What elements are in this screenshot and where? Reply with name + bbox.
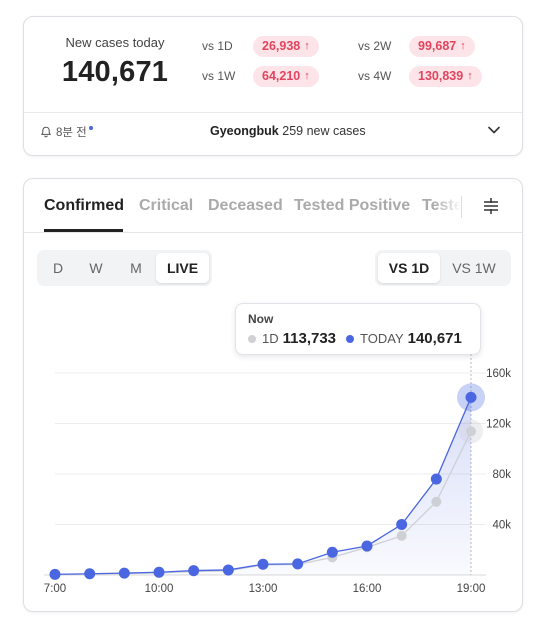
divider [24, 112, 522, 113]
chart-card: Confirmed Critical Deceased Tested Posit… [23, 178, 523, 612]
increase-value: 64,210 [262, 69, 301, 83]
compare-selector: VS 1D VS 1W [375, 250, 511, 286]
comparison-vs-4w: vs 4W 130,839 ↑ [358, 65, 482, 87]
legend-dot-previous [248, 334, 256, 343]
region-cases: 259 new cases [278, 124, 366, 138]
new-indicator-dot [88, 126, 93, 130]
compare-button-vs-1w[interactable]: VS 1W [452, 260, 496, 276]
arrow-up-icon: ↑ [460, 40, 466, 52]
tooltip-today-value: 140,671 [407, 330, 462, 347]
region-alert[interactable]: Gyeongbuk 259 new cases [210, 124, 366, 138]
increase-badge: 99,687 ↑ [409, 35, 475, 57]
comparison-label: vs 1D [202, 39, 233, 53]
metric-tabs: Confirmed Critical Deceased Tested Posit… [24, 179, 522, 233]
chart-tooltip: Now 1D 113,733 TODAY 140,671 [235, 303, 481, 355]
time-ago: 8분 전 [56, 127, 87, 139]
summary-card: New cases today 140,671 vs 1D 26,938 ↑ v… [23, 16, 523, 156]
tab-separator [461, 196, 462, 218]
tooltip-prev-label: 1D [262, 331, 279, 346]
tooltip-values: 1D 113,733 TODAY 140,671 [248, 330, 462, 347]
increase-badge: 64,210 ↑ [253, 65, 319, 87]
legend-dot-today [346, 334, 355, 343]
tab-confirmed[interactable]: Confirmed [44, 197, 124, 214]
arrow-up-icon: ↑ [467, 70, 473, 82]
range-button-w[interactable]: W [89, 260, 103, 276]
tab-critical[interactable]: Critical [139, 197, 194, 214]
today-label: New cases today [65, 35, 165, 50]
tab-tested-positive[interactable]: Tested Positive [294, 197, 411, 214]
increase-value: 26,938 [262, 39, 301, 53]
today-value: 140,671 [61, 56, 169, 88]
increase-value: 130,839 [418, 69, 464, 83]
tooltip-title: Now [248, 312, 274, 326]
arrow-up-icon: ↑ [304, 70, 310, 82]
range-button-m[interactable]: M [130, 260, 142, 276]
notification-time: 8분 전 [40, 124, 93, 140]
today-block: New cases today 140,671 [60, 35, 170, 89]
range-selector: D W M LIVE [37, 250, 212, 286]
comparison-label: vs 2W [358, 39, 392, 53]
arrow-up-icon: ↑ [304, 40, 310, 52]
range-button-live[interactable]: LIVE [156, 253, 209, 283]
tooltip-prev-value: 113,733 [282, 330, 337, 347]
comparison-vs-1w: vs 1W 64,210 ↑ [202, 65, 319, 87]
settings-sliders-icon[interactable] [481, 196, 501, 216]
comparison-label: vs 1W [202, 69, 236, 83]
range-button-d[interactable]: D [52, 260, 64, 276]
active-tab-underline [44, 229, 123, 232]
comparison-vs-1d: vs 1D 26,938 ↑ [202, 35, 319, 57]
comparison-label: vs 4W [358, 69, 392, 83]
comparison-vs-2w: vs 2W 99,687 ↑ [358, 35, 475, 57]
compare-button-vs-1d[interactable]: VS 1D [378, 253, 440, 283]
region-name: Gyeongbuk [210, 124, 279, 138]
increase-badge: 26,938 ↑ [253, 35, 319, 57]
tab-deceased[interactable]: Deceased [208, 197, 283, 214]
increase-value: 99,687 [418, 39, 457, 53]
chevron-down-icon[interactable] [486, 122, 502, 138]
bell-icon [40, 126, 52, 138]
tab-overflow-fade [434, 189, 462, 225]
increase-badge: 130,839 ↑ [409, 65, 482, 87]
tooltip-today-label: TODAY [360, 331, 404, 346]
